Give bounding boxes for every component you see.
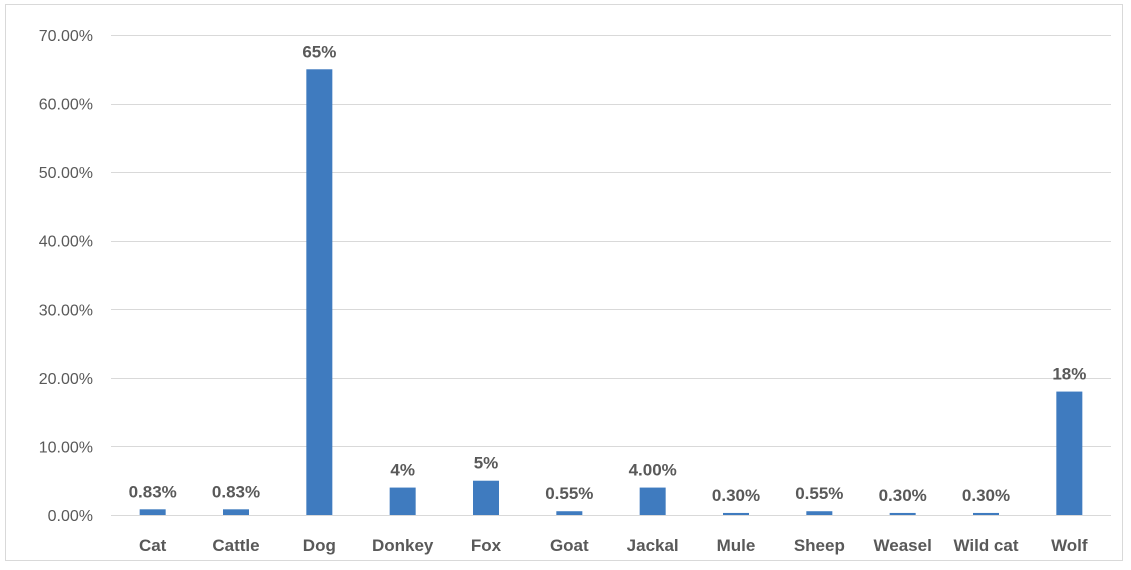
bar-dog	[306, 69, 333, 516]
y-axis-ticks: 0.00% 10.00% 20.00% 30.00% 40.00% 50.00% 60.00…	[39, 28, 93, 525]
data-labels: 0.83% 0.83% 65% 4% 5% 0.55% 4.00% 0.30% 0.55% 0.3…	[129, 42, 1087, 505]
y-tick-label: 40.00%	[39, 234, 93, 251]
y-tick-label: 0.00%	[48, 508, 93, 525]
data-label: 0.55%	[795, 484, 843, 503]
x-tick-label: Donkey	[372, 536, 434, 555]
data-label: 0.83%	[129, 482, 177, 501]
x-tick-label: Wolf	[1051, 536, 1088, 555]
x-tick-label: Fox	[471, 536, 502, 555]
data-label: 0.30%	[962, 486, 1010, 505]
chart-frame: 0.00% 10.00% 20.00% 30.00% 40.00% 50.00% 60.00…	[5, 4, 1123, 561]
data-label: 0.30%	[879, 486, 927, 505]
data-label: 5%	[474, 454, 499, 473]
data-label: 65%	[302, 42, 336, 61]
y-tick-label: 20.00%	[39, 371, 93, 388]
x-tick-label: Weasel	[874, 536, 932, 555]
bar-sheep	[806, 511, 833, 515]
bar-cat	[139, 509, 166, 515]
x-tick-label: Sheep	[794, 536, 845, 555]
bar-goat	[556, 511, 583, 515]
y-tick-label: 60.00%	[39, 97, 93, 114]
data-label: 4.00%	[629, 461, 677, 480]
data-label: 0.83%	[212, 482, 260, 501]
x-axis-ticks: Cat Cattle Dog Donkey Fox Goat Jackal Mule Sheep…	[139, 536, 1088, 555]
data-label: 0.30%	[712, 486, 760, 505]
x-tick-label: Mule	[717, 536, 756, 555]
data-label: 18%	[1052, 365, 1086, 384]
x-tick-label: Goat	[550, 536, 589, 555]
bar-wild-cat	[973, 512, 999, 515]
bar-chart: 0.00% 10.00% 20.00% 30.00% 40.00% 50.00% 60.00…	[39, 28, 1111, 555]
x-tick-label: Wild cat	[953, 536, 1018, 555]
bar-fox	[473, 480, 499, 515]
data-label: 0.55%	[545, 484, 593, 503]
bars	[139, 69, 1083, 516]
bar-weasel	[889, 512, 916, 515]
bar-wolf	[1056, 391, 1083, 515]
x-tick-label: Cat	[139, 536, 167, 555]
x-tick-label: Jackal	[627, 536, 679, 555]
bar-jackal	[639, 487, 666, 515]
bar-cattle	[223, 509, 249, 515]
y-tick-label: 50.00%	[39, 165, 93, 182]
bar-mule	[723, 512, 749, 515]
gridlines	[111, 35, 1111, 516]
x-tick-label: Dog	[303, 536, 336, 555]
data-label: 4%	[390, 461, 415, 480]
x-tick-label: Cattle	[212, 536, 259, 555]
y-tick-label: 30.00%	[39, 302, 93, 319]
y-tick-label: 70.00%	[39, 28, 93, 45]
y-tick-label: 10.00%	[39, 439, 93, 456]
bar-donkey	[389, 487, 416, 515]
